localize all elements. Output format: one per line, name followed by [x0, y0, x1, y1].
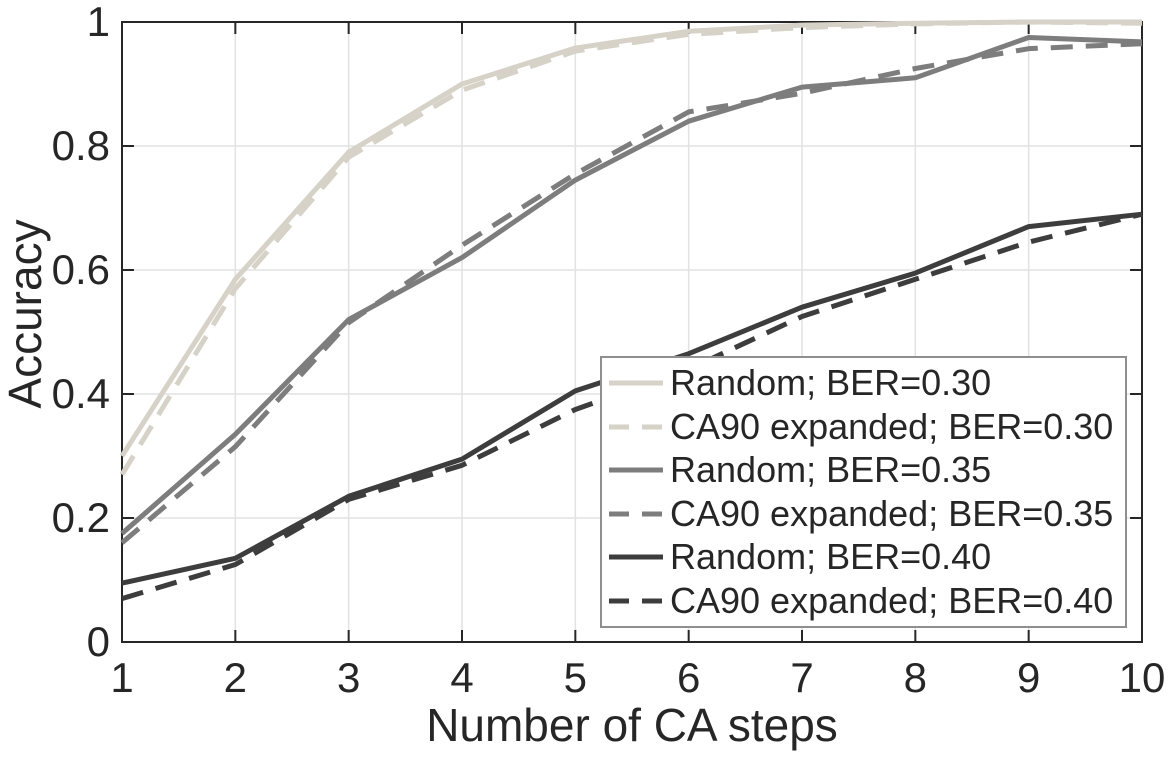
- x-tick-label: 7: [790, 654, 814, 701]
- y-tick-label: 1: [86, 0, 110, 45]
- series-line-1: [119, 19, 1142, 458]
- x-axis-label: Number of CA steps: [426, 699, 838, 751]
- axis-box: [121, 21, 1143, 643]
- legend-label: Random; BER=0.40: [670, 536, 992, 578]
- x-tick-label: 4: [450, 654, 474, 701]
- y-tick-label: 0.4: [51, 370, 110, 417]
- legend-dashed-line-sample: [609, 511, 663, 517]
- series-line-6: [121, 211, 1143, 601]
- x-tick-label: 8: [903, 654, 927, 701]
- legend-label: Random; BER=0.30: [670, 362, 992, 404]
- x-tick-label: 9: [1016, 654, 1041, 701]
- legend-label: CA90 expanded; BER=0.40: [670, 579, 1114, 621]
- x-tick-label: 3: [336, 654, 361, 701]
- x-tick-label: 1: [110, 654, 134, 701]
- legend-item: Random; BER=0.30: [608, 363, 1125, 403]
- y-tick-label: 0.2: [51, 494, 110, 541]
- legend-item: CA90 expanded; BER=0.30: [608, 405, 1125, 447]
- legend-item: Random; BER=0.40: [608, 537, 1125, 577]
- x-tick-label: 10: [1118, 654, 1166, 701]
- y-tick-label: 0.6: [51, 246, 110, 293]
- legend-dashed-line-sample: [609, 598, 663, 604]
- y-tick-label: 0: [86, 618, 110, 665]
- x-tick-label: 5: [563, 654, 587, 701]
- legend-label: CA90 expanded; BER=0.35: [670, 492, 1114, 534]
- legend-label: Random; BER=0.35: [670, 449, 992, 491]
- series-line-3: [120, 35, 1143, 536]
- legend: Random; BER=0.30 CA90 expanded; BER=0.30 R…: [600, 356, 1127, 628]
- x-tick-label: 6: [676, 654, 701, 701]
- y-tick-label: 0.8: [51, 122, 110, 169]
- legend-solid-line-sample: [609, 554, 663, 560]
- legend-item: Random; BER=0.35: [608, 450, 1125, 490]
- legend-solid-line-sample: [609, 380, 663, 386]
- legend-item: CA90 expanded; BER=0.40: [608, 579, 1125, 621]
- legend-label: CA90 expanded; BER=0.30: [670, 405, 1114, 447]
- y-axis-label: Accuracy: [0, 219, 51, 409]
- x-tick-label: 2: [223, 654, 247, 701]
- series-line-2: [119, 19, 1143, 476]
- legend-item: CA90 expanded; BER=0.35: [608, 492, 1125, 534]
- legend-dashed-line-sample: [609, 424, 663, 430]
- legend-solid-line-sample: [609, 467, 663, 473]
